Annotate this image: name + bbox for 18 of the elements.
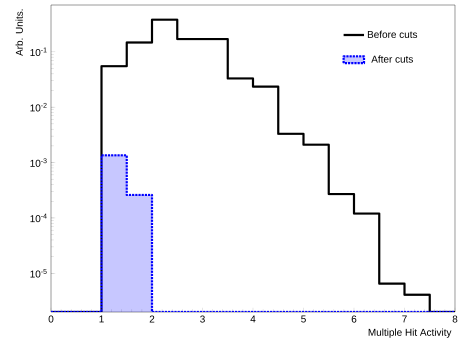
y-tick-label: 10$^{-5}$ <box>30 269 47 278</box>
x-tick-label: 4 <box>250 316 256 322</box>
y-tick-label: 10$^{-3}$ <box>30 158 47 167</box>
y-tick-label: 10$^{-4}$ <box>30 214 47 222</box>
x-tick-label: 7 <box>402 316 407 322</box>
legend-label: After cuts <box>371 55 413 63</box>
x-tick-label: 8 <box>452 316 458 323</box>
y-tick-label: 10$^{-1}$ <box>30 48 47 56</box>
x-tick-label: 6 <box>352 316 356 323</box>
x-tick-label: 0 <box>48 316 54 323</box>
x-tick-label: 1 <box>99 316 104 322</box>
x-tick-label: 3 <box>200 316 205 323</box>
y-axis-title: Arb. Units. <box>16 9 23 56</box>
x-tick-label: 5 <box>301 316 306 322</box>
x-axis-title: Multiple Hit Activity <box>368 328 452 338</box>
x-tick-label: 2 <box>150 316 154 322</box>
legend-label: Before cuts <box>368 30 418 38</box>
y-tick-label: 10$^{-2}$ <box>30 102 47 112</box>
